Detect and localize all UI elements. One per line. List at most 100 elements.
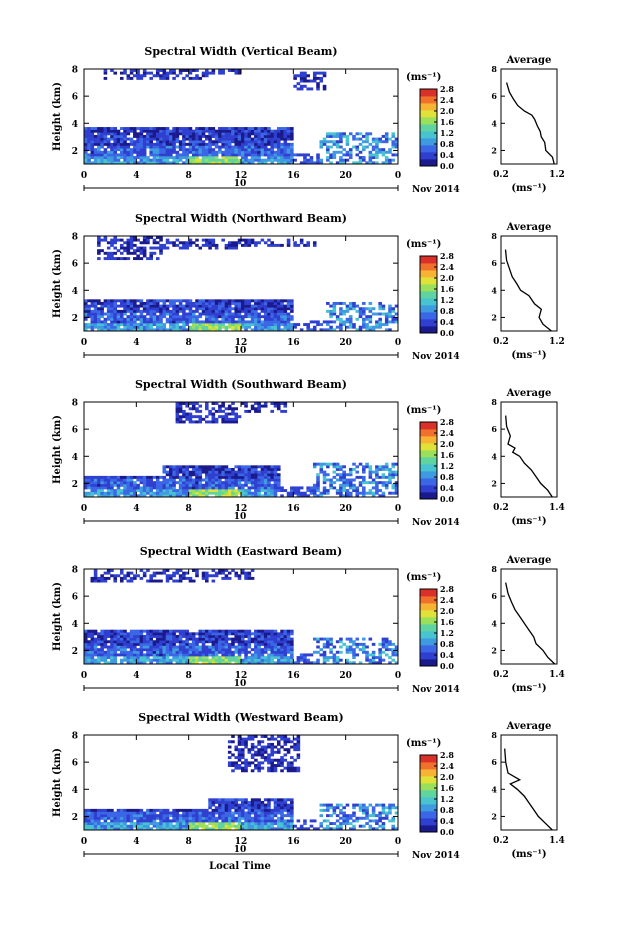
heatmap-cell: [345, 645, 350, 649]
heatmap-cell: [329, 483, 333, 487]
heatmap-cell: [244, 629, 248, 633]
heatmap-cell: [214, 315, 219, 319]
heatmap-cell: [139, 653, 144, 657]
heatmap-cell: [247, 571, 252, 575]
heatmap-cell: [241, 761, 245, 765]
heatmap-cell: [237, 465, 242, 469]
heatmap-cell: [381, 640, 386, 644]
heatmap-cell: [211, 420, 216, 424]
heatmap-cell: [178, 71, 183, 75]
x-tick-label: 0: [81, 504, 87, 514]
heatmap-cell: [234, 650, 239, 654]
heatmap-cell: [201, 645, 206, 649]
heatmap-cell: [113, 236, 118, 239]
heatmap-cell: [149, 127, 153, 130]
heatmap-cell: [191, 470, 196, 474]
heatmap-cell: [182, 243, 186, 247]
average-y-tick-label: 8: [491, 397, 497, 407]
heatmap-cell: [175, 158, 180, 162]
heatmap-cell: [221, 238, 225, 242]
heatmap-cell: [208, 475, 212, 479]
heatmap-cell: [146, 822, 150, 826]
heatmap-cell: [182, 312, 186, 316]
heatmap-cell: [254, 629, 258, 633]
heatmap-cell: [139, 819, 144, 823]
heatmap-cell: [244, 571, 248, 575]
heatmap-cell: [257, 637, 261, 641]
heatmap-cell: [139, 650, 144, 654]
heatmap-cell: [119, 238, 124, 242]
heatmap-cell: [195, 299, 199, 303]
heatmap-cell: [87, 145, 91, 149]
heatmap-cell: [263, 489, 268, 493]
heatmap-cell: [286, 629, 291, 633]
heatmap-cell: [218, 816, 222, 820]
heatmap-cell: [195, 127, 199, 130]
heatmap-cell: [136, 156, 140, 160]
heatmap-cell: [198, 132, 203, 136]
heatmap-cell: [142, 574, 147, 578]
heatmap-cell: [90, 494, 95, 498]
heatmap-cell: [234, 420, 239, 424]
heatmap-cell: [254, 158, 258, 162]
heatmap-cell: [270, 299, 275, 303]
heatmap-cell: [241, 307, 245, 311]
heatmap-cell: [205, 323, 209, 327]
heatmap-cell: [348, 301, 353, 305]
heatmap-cell: [110, 491, 114, 495]
heatmap-cell: [290, 645, 294, 649]
heatmap-cell: [250, 632, 255, 636]
heatmap-cell: [231, 811, 235, 815]
heatmap-cell: [162, 150, 167, 154]
heatmap-cell: [375, 661, 379, 665]
heatmap-cell: [273, 301, 278, 305]
heatmap-cell: [152, 153, 157, 157]
heatmap-cell: [214, 650, 219, 654]
heatmap-cell: [129, 634, 134, 638]
heatmap-cell: [381, 134, 386, 138]
heatmap-cell: [218, 309, 222, 313]
heatmap-cell: [149, 637, 153, 641]
heatmap-cell: [178, 814, 183, 818]
heatmap-cell: [244, 656, 248, 660]
heatmap-cell: [97, 486, 101, 490]
heatmap-cell: [103, 494, 108, 498]
heatmap-cell: [113, 629, 118, 633]
heatmap-cell: [312, 661, 317, 665]
heatmap-cell: [231, 137, 235, 141]
colorbar-swatch: [420, 478, 437, 486]
heatmap-cell: [198, 475, 203, 479]
heatmap-cell: [276, 148, 281, 152]
heatmap-cell: [123, 811, 127, 815]
heatmap-cell: [348, 315, 353, 319]
heatmap-cell: [237, 161, 242, 165]
heatmap-cell: [214, 161, 219, 165]
heatmap-cell: [211, 467, 216, 471]
heatmap-cell: [191, 465, 196, 469]
heatmap-cell: [185, 320, 189, 324]
heatmap-cell: [149, 317, 153, 321]
heatmap-cell: [136, 246, 140, 250]
heatmap-cell: [286, 241, 291, 245]
heatmap-cell: [113, 320, 118, 324]
heatmap-cell: [208, 238, 212, 242]
heatmap-cell: [129, 238, 134, 242]
heatmap-cell: [231, 467, 235, 471]
heatmap-cell: [276, 309, 281, 313]
heatmap-cell: [162, 467, 167, 471]
heatmap-cell: [368, 320, 373, 324]
heatmap-cell: [90, 816, 95, 820]
heatmap-cell: [218, 325, 222, 329]
heatmap-cell: [319, 140, 324, 144]
heatmap-cell: [362, 307, 366, 311]
heatmap-cell: [205, 489, 209, 493]
colorbar-unit: (ms⁻¹): [406, 405, 441, 416]
heatmap-cell: [231, 653, 235, 657]
heatmap-cell: [126, 491, 131, 495]
heatmap-cell: [381, 645, 386, 649]
heatmap-cell: [90, 640, 95, 644]
heatmap-cell: [329, 145, 333, 149]
heatmap-cell: [247, 494, 252, 498]
heatmap-cell: [339, 645, 343, 649]
heatmap-cell: [191, 315, 196, 319]
